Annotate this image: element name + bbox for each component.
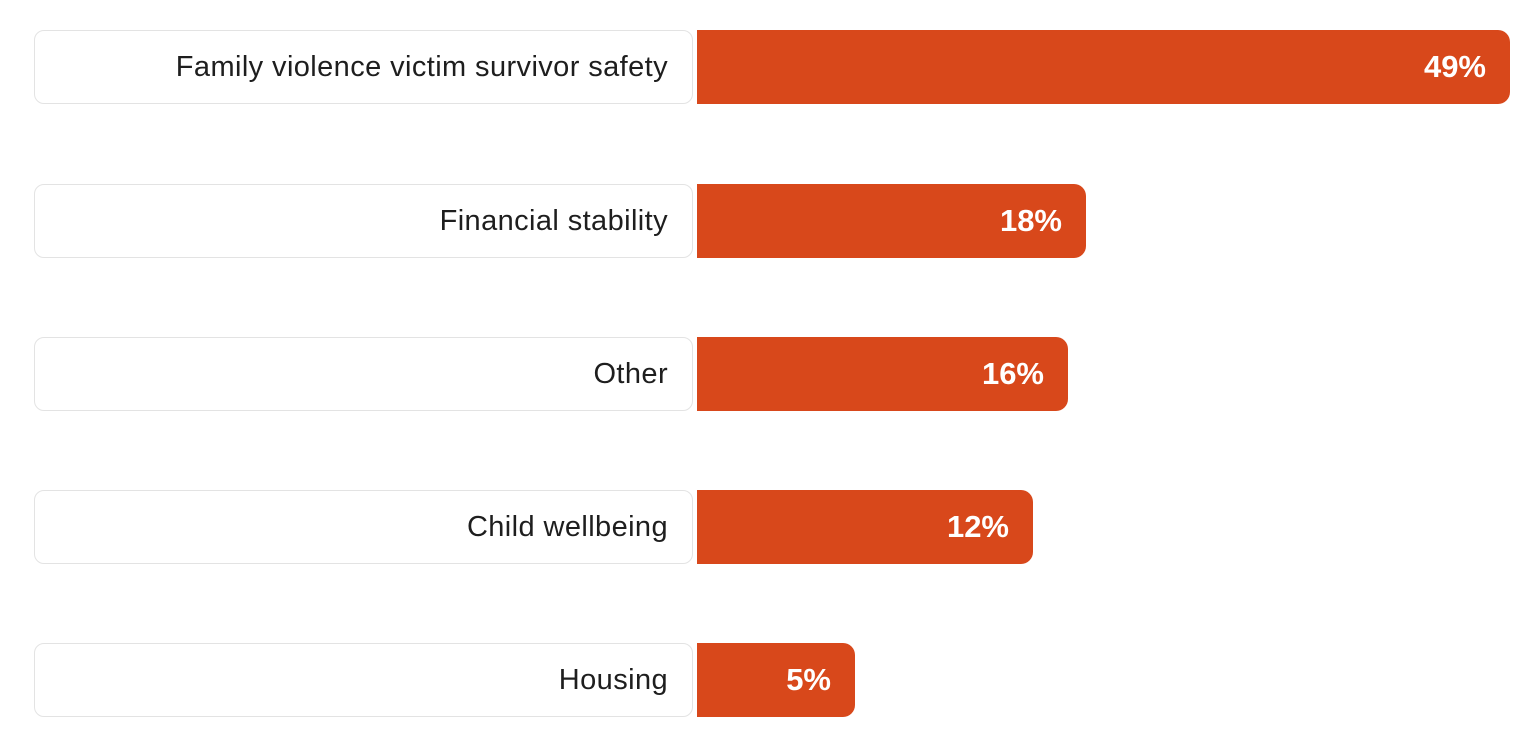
bar-value-label: 5% <box>786 662 831 697</box>
category-label: Other <box>593 357 668 390</box>
bar-row-financial-stability: Financial stability 18% <box>34 184 1086 258</box>
bar-row-child-wellbeing: Child wellbeing 12% <box>34 490 1033 564</box>
bar-financial-stability: 18% <box>697 184 1086 258</box>
category-label-box: Housing <box>34 643 693 717</box>
category-label: Financial stability <box>439 204 668 237</box>
bar-housing: 5% <box>697 643 855 717</box>
bar-value-label: 49% <box>1423 49 1486 84</box>
category-label-box: Child wellbeing <box>34 490 693 564</box>
bar-value-label: 18% <box>999 203 1062 238</box>
bar-value-label: 16% <box>981 356 1044 391</box>
bar-value-label: 12% <box>946 509 1009 544</box>
bar-row-family-violence-victim-survivor-safety: Family violence victim survivor safety 4… <box>34 30 1510 104</box>
bar-row-housing: Housing 5% <box>34 643 855 717</box>
category-label-box: Financial stability <box>34 184 693 258</box>
category-label: Housing <box>558 663 668 696</box>
category-label: Family violence victim survivor safety <box>175 50 668 83</box>
category-label-box: Family violence victim survivor safety <box>34 30 693 104</box>
bar-row-other: Other 16% <box>34 337 1068 411</box>
category-label-box: Other <box>34 337 693 411</box>
bar-other: 16% <box>697 337 1068 411</box>
bar-child-wellbeing: 12% <box>697 490 1033 564</box>
bar-family-violence-victim-survivor-safety: 49% <box>697 30 1510 104</box>
category-label: Child wellbeing <box>466 510 668 543</box>
